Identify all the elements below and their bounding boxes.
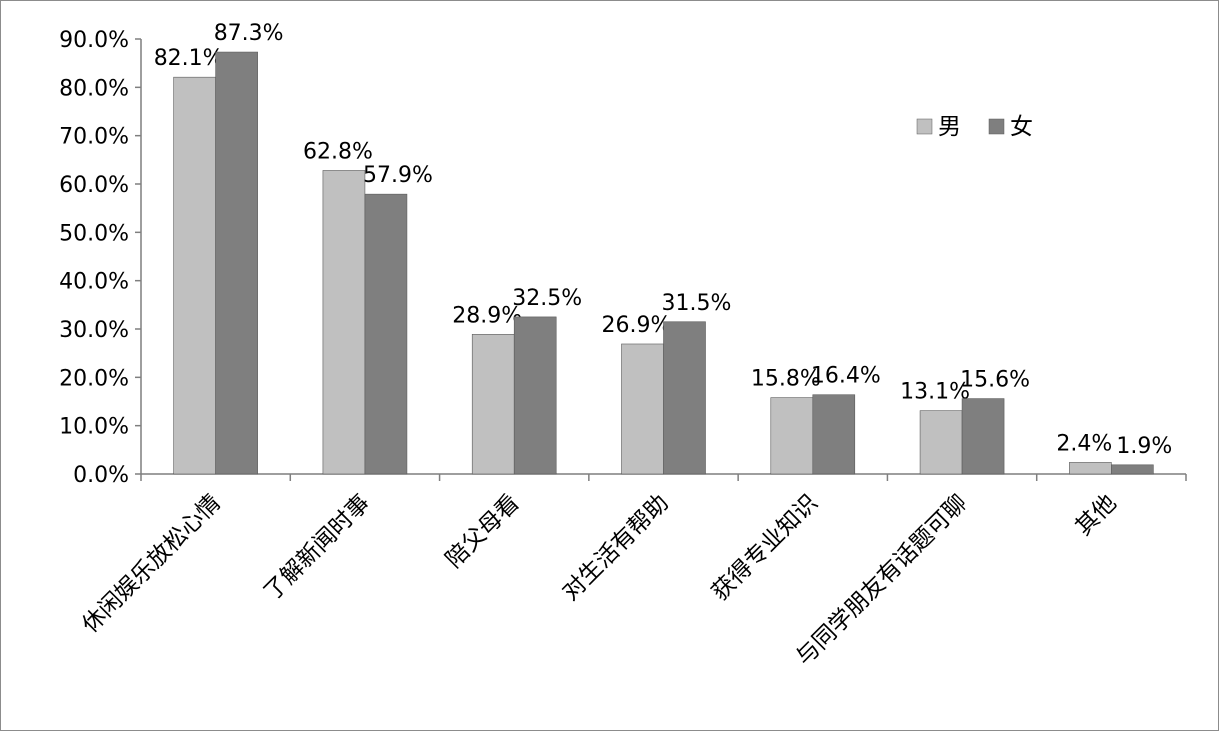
- data-label: 1.9%: [1116, 434, 1172, 459]
- bar-male: [621, 343, 664, 475]
- y-tick-label: 60.0%: [59, 173, 129, 198]
- bar-female: [812, 394, 856, 475]
- x-category-label: 对生活有帮助: [558, 490, 674, 606]
- data-label: 15.8%: [751, 367, 821, 392]
- y-tick-label: 50.0%: [59, 221, 129, 246]
- data-label: 28.9%: [452, 303, 522, 328]
- data-label: 31.5%: [662, 291, 732, 316]
- data-label: 82.1%: [154, 46, 224, 71]
- bar-female: [961, 398, 1005, 475]
- legend-swatch: [916, 118, 933, 135]
- bar-male: [770, 397, 814, 475]
- bar-female: [364, 193, 408, 475]
- bar-male: [919, 410, 963, 475]
- y-tick-label: 80.0%: [59, 76, 129, 101]
- y-tick-label: 20.0%: [59, 366, 129, 391]
- data-label: 2.4%: [1056, 431, 1112, 456]
- data-label: 26.9%: [602, 313, 672, 338]
- legend-swatch: [988, 118, 1005, 135]
- bar-male: [1069, 462, 1112, 475]
- bar-male: [471, 334, 515, 475]
- y-tick-label: 10.0%: [59, 415, 129, 440]
- x-category-label: 了解新闻时事: [259, 490, 375, 606]
- bar-female: [215, 51, 258, 475]
- data-label: 87.3%: [214, 21, 284, 46]
- data-label: 13.1%: [900, 380, 970, 405]
- legend-label: 女: [1010, 114, 1033, 140]
- data-label: 16.4%: [811, 364, 881, 389]
- y-tick-label: 90.0%: [59, 28, 129, 53]
- data-label: 32.5%: [512, 286, 582, 311]
- x-category-label: 获得专业知识: [707, 490, 823, 606]
- y-tick-label: 0.0%: [73, 463, 129, 488]
- data-label: 15.6%: [960, 368, 1030, 393]
- bar-male: [322, 170, 366, 475]
- data-label: 57.9%: [363, 163, 433, 188]
- x-category-label: 休闲娱乐放松心情: [77, 490, 225, 638]
- y-tick-label: 70.0%: [59, 125, 129, 150]
- y-tick-label: 30.0%: [59, 318, 129, 343]
- bar-male: [173, 76, 216, 475]
- x-category-label: 其他: [1071, 490, 1122, 541]
- x-category-label: 与同学朋友有话题可聊: [791, 490, 972, 671]
- legend-label: 男: [938, 114, 961, 140]
- bar-female: [663, 321, 706, 475]
- bar-female: [513, 316, 557, 475]
- bar-female: [1111, 464, 1154, 475]
- x-category-label: 陪父母看: [441, 490, 524, 573]
- data-label: 62.8%: [303, 139, 373, 164]
- y-tick-label: 40.0%: [59, 270, 129, 295]
